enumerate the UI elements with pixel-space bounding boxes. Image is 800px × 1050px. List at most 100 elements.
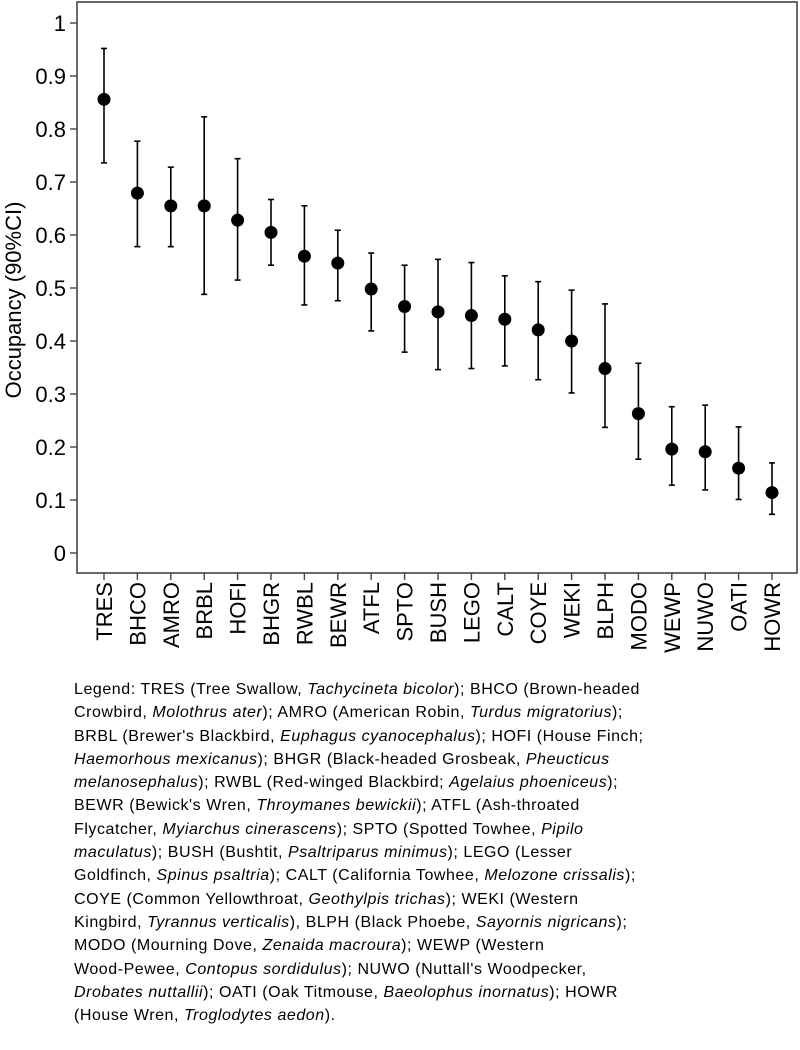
y-tick-label: 0.1	[35, 488, 66, 513]
legend-scientific-name: Geothylpis trichas	[308, 890, 446, 908]
data-point-calt	[498, 312, 512, 326]
data-point-spto	[398, 300, 412, 314]
legend-text: ); BHGR (Black-headed Grosbeak,	[257, 750, 526, 768]
legend-text: ); NUWO (Nuttall's Woodpecker,	[341, 960, 587, 978]
x-tick-label: ATFL	[359, 582, 384, 634]
legend-text: BEWR (Bewick's Wren,	[74, 797, 257, 815]
legend-line: Drobates nuttallii); OATI (Oak Titmouse,…	[74, 981, 644, 1004]
x-tick-label: SPTO	[393, 582, 418, 642]
legend-text: COYE (Common Yellowthroat,	[74, 890, 309, 908]
legend-line: maculatus); BUSH (Bushtit, Psaltriparus …	[74, 841, 644, 864]
legend-line: COYE (Common Yellowthroat, Geothylpis tr…	[74, 888, 644, 911]
y-tick-label: 0.6	[35, 223, 66, 248]
data-point-lego	[464, 309, 478, 323]
legend-text: ); OATI (Oak Titmouse,	[203, 983, 384, 1001]
legend-text: Crowbird,	[74, 704, 153, 722]
legend-text: ); BUSH (Bushtit,	[151, 844, 289, 862]
legend-text: ); HOWR	[549, 983, 618, 1001]
legend-text: Wood-Pewee,	[74, 960, 186, 978]
data-point-weki	[565, 334, 579, 348]
legend-text: Legend: TRES (Tree Swallow,	[74, 681, 308, 698]
x-tick-label: WEKI	[560, 582, 585, 638]
y-tick-label: 1	[54, 11, 66, 36]
y-tick-label: 0.8	[35, 117, 66, 142]
legend-line: Wood-Pewee, Contopus sordidulus); NUWO (…	[74, 958, 644, 981]
x-axis: TRES BHCO AMRO BRBL HOFI BHGR RWBL BEWR ATFL SPTO…	[92, 573, 785, 653]
legend-scientific-name: Melozone crissalis	[484, 867, 625, 885]
data-point-nuwo	[698, 445, 712, 459]
legend-scientific-name: Sayornis nigricans	[475, 913, 617, 931]
legend-line: melanosephalus); RWBL (Red-winged Blackb…	[74, 771, 644, 794]
legend-scientific-name: melanosephalus	[74, 774, 199, 792]
legend-line: MODO (Mourning Dove, Zenaida macroura); …	[74, 934, 644, 957]
x-tick-label: OATI	[727, 582, 752, 632]
legend-scientific-name: maculatus	[74, 844, 152, 862]
y-tick-label: 0.9	[35, 64, 66, 89]
legend-scientific-name: Molothrus ater	[152, 704, 263, 722]
species-legend: Legend: TRES (Tree Swallow, Tachycineta …	[74, 678, 644, 1027]
legend-scientific-name: Baeolophus inornatus	[383, 983, 550, 1001]
plot-frame	[76, 1, 798, 574]
legend-line: Goldfinch, Spinus psaltria); CALT (Calif…	[74, 864, 644, 887]
legend-text: ); SPTO (Spotted Towhee,	[336, 820, 542, 838]
legend-scientific-name: Pipilo	[541, 820, 584, 838]
legend-text: );	[607, 774, 619, 792]
data-point-blph	[598, 362, 612, 376]
data-point-howr	[765, 486, 779, 500]
y-axis-label: Occupancy (90%CI)	[1, 202, 26, 399]
x-tick-label: BHGR	[259, 582, 284, 646]
x-tick-label: BRBL	[192, 582, 217, 639]
legend-text: );	[616, 913, 628, 931]
x-tick-label: HOWR	[760, 582, 785, 652]
data-point-atfl	[364, 282, 378, 296]
legend-scientific-name: Spinus psaltria	[156, 867, 270, 885]
legend-scientific-name: Pheucticus	[525, 750, 610, 768]
x-tick-label: LEGO	[459, 582, 484, 643]
legend-text: ), BLPH (Black Phoebe,	[289, 913, 476, 931]
y-tick-label: 0	[54, 541, 66, 566]
legend-scientific-name: Agelaius phoeniceus	[449, 774, 608, 792]
x-tick-label: TRES	[92, 582, 117, 641]
legend-scientific-name: Tachycineta bicolor	[307, 681, 455, 698]
legend-text: ); AMRO (American Robin,	[262, 704, 470, 722]
data-point-wewp	[665, 442, 679, 456]
x-tick-label: AMRO	[159, 582, 184, 648]
legend-text: ); ATFL (Ash-throated	[416, 797, 580, 815]
legend-scientific-name: Zenaida macroura	[262, 937, 402, 955]
x-tick-label: MODO	[626, 582, 651, 650]
legend-text: );	[624, 867, 636, 885]
legend-scientific-name: Myiarchus cinerascens	[162, 820, 337, 838]
legend-scientific-name: Turdus migratorius	[469, 704, 613, 722]
legend-scientific-name: Drobates nuttallii	[74, 983, 204, 1001]
legend-text: ); RWBL (Red-winged Blackbird;	[198, 774, 450, 792]
x-tick-label: CALT	[493, 582, 518, 637]
legend-line: Legend: TRES (Tree Swallow, Tachycineta …	[74, 678, 644, 701]
y-tick-label: 0.5	[35, 276, 66, 301]
data-point-oati	[732, 461, 746, 475]
y-axis: 0 0.1 0.2 0.3 0.4 0.5 0.6 0.7 0.8 0.9 1	[35, 11, 77, 566]
x-tick-label: WEWP	[660, 582, 685, 653]
data-point-brbl	[197, 199, 211, 213]
legend-text: Goldfinch,	[74, 867, 157, 885]
data-point-coye	[531, 323, 545, 337]
legend-scientific-name: Euphagus cyanocephalus	[280, 727, 476, 745]
data-point-rwbl	[297, 249, 311, 263]
legend-text: Flycatcher,	[74, 820, 163, 838]
data-point-bewr	[331, 256, 345, 270]
legend-text: ); BHCO (Brown-headed	[454, 681, 640, 698]
y-tick-label: 0.2	[35, 435, 66, 460]
legend-text: MODO (Mourning Dove,	[74, 937, 263, 955]
legend-line: BEWR (Bewick's Wren, Throymanes bewickii…	[74, 794, 644, 817]
legend-line: Kingbird, Tyrannus verticalis), BLPH (Bl…	[74, 911, 644, 934]
y-tick-label: 0.3	[35, 382, 66, 407]
data-point-modo	[631, 407, 645, 421]
legend-scientific-name: Tyrannus verticalis	[147, 913, 290, 931]
data-point-tres	[97, 92, 111, 106]
legend-line: Crowbird, Molothrus ater); AMRO (America…	[74, 701, 644, 724]
legend-text: BRBL (Brewer's Blackbird,	[74, 727, 281, 745]
x-tick-label: NUWO	[693, 582, 718, 652]
legend-text: ); HOFI (House Finch;	[475, 727, 644, 745]
y-tick-label: 0.7	[35, 170, 66, 195]
data-point-bush	[431, 305, 445, 319]
legend-text: (House Wren,	[74, 1007, 185, 1025]
